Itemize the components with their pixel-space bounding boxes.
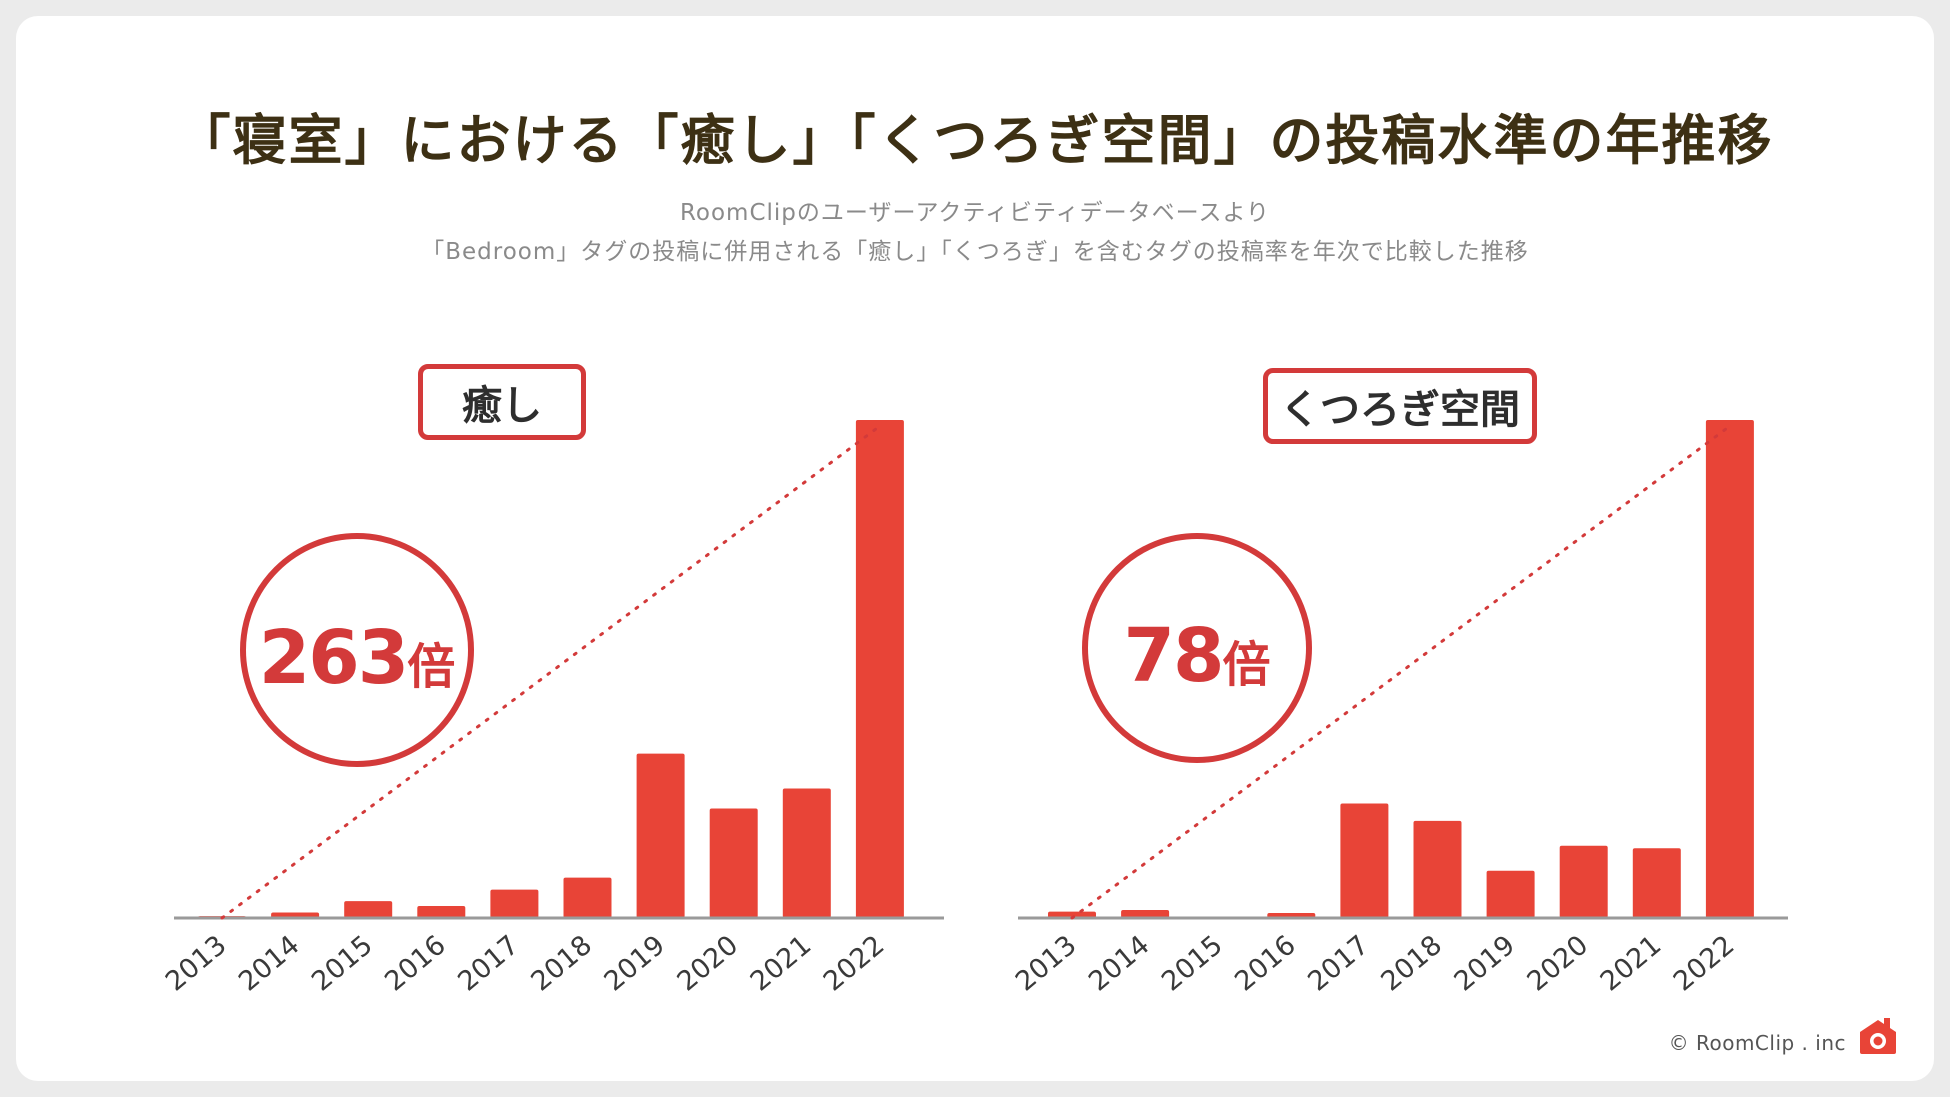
x-tick-label: 2016 [1229,930,1302,998]
ratio-badge-iyashi: 263 倍 [240,533,474,767]
ratio-number: 263 [258,615,409,701]
x-tick-label: 2017 [1302,930,1375,998]
ratio-unit: 倍 [407,639,456,695]
x-tick-label: 2022 [1668,930,1741,998]
x-tick-label: 2014 [1083,930,1156,998]
bar-2016 [417,906,466,918]
bar-2018 [563,877,612,918]
x-tick-label: 2020 [1522,930,1595,998]
bar-2015 [344,901,393,918]
bar-2019 [636,753,685,918]
chart-label-iyashi: 癒し [418,364,586,440]
page-title: 「寝室」における「癒し」「くつろぎ空間」の投稿水準の年推移 [176,109,1774,172]
copyright-text: © RoomClip . inc [1668,1031,1846,1055]
x-tick-label: 2014 [233,930,306,998]
subtitle-method: 「Bedroom」タグの投稿に併用される「癒し」「くつろぎ」を含むタグの投稿率を… [421,239,1529,265]
bar-2020 [709,808,758,918]
x-tick-label: 2020 [672,930,745,998]
roomclip-logo-icon [1860,1018,1896,1054]
x-tick-label: 2017 [452,930,525,998]
bar-2019 [1486,870,1535,918]
x-tick-label: 2021 [1595,930,1668,998]
x-tick-label: 2022 [818,930,891,998]
x-tick-label: 2019 [599,930,672,998]
trend-line [1070,424,1732,920]
x-tick-label: 2021 [745,930,818,998]
ratio-unit: 倍 [1222,637,1271,693]
ratio-number: 78 [1123,613,1225,699]
bar-2022 [1705,420,1754,918]
x-tick-label: 2018 [525,930,598,998]
bar-2014 [1121,910,1170,918]
bar-2017 [490,889,539,918]
x-tick-label: 2018 [1375,930,1448,998]
x-tick-label: 2013 [160,930,233,998]
trend-line [220,424,882,920]
bar-2021 [782,788,831,918]
x-tick-label: 2015 [1156,930,1229,998]
bar-2020 [1559,845,1608,918]
bar-2018 [1413,820,1462,918]
subtitle-source: RoomClipのユーザーアクティビティデータベースより [679,200,1271,226]
x-tick-label: 2013 [1010,930,1083,998]
x-tick-label: 2016 [379,930,452,998]
bar-2013 [1048,911,1096,918]
bar-2021 [1632,848,1681,918]
x-tick-label: 2019 [1449,930,1522,998]
bar-2017 [1340,803,1389,918]
x-tick-label: 2015 [306,930,379,998]
bar-2022 [855,420,904,918]
ratio-badge-kutsurogi: 78 倍 [1082,533,1312,763]
chart-label-kutsurogi: くつろぎ空間 [1263,368,1537,444]
